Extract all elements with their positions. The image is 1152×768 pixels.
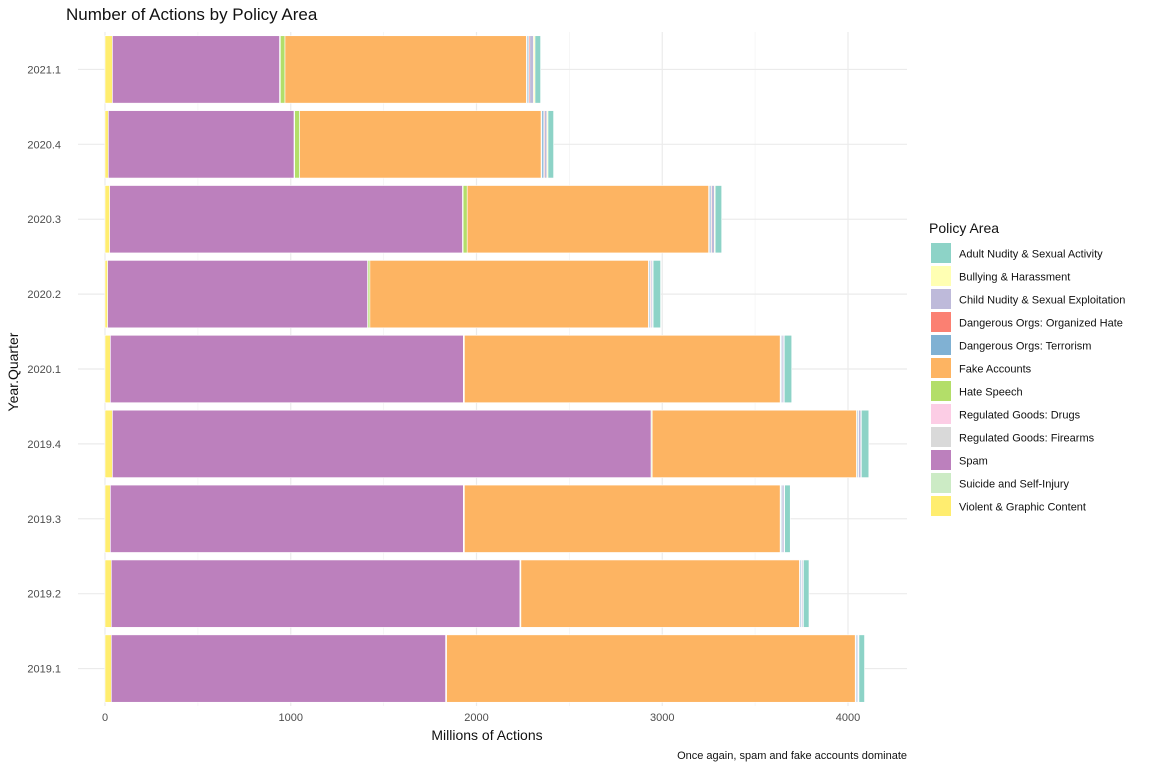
y-tick-label: 2019.1: [27, 664, 61, 676]
bar-segment-child-nudity-sexual-exploitation-2019-4: [858, 409, 862, 478]
legend-key-bullying-harassment: [931, 266, 951, 286]
bar-segment-spam-2019-4: [112, 409, 652, 478]
bar-segment-violent-graphic-content-2019-4: [104, 409, 113, 478]
bar-segment-adult-nudity-sexual-activity-2019-4: [861, 409, 870, 478]
legend-key-adult-nudity-sexual-activity: [931, 243, 951, 263]
bar-segment-adult-nudity-sexual-activity-2019-1: [858, 634, 865, 703]
bar-segment-violent-graphic-content-2020-1: [104, 334, 111, 403]
x-tick-label: 0: [102, 712, 108, 724]
legend: Adult Nudity & Sexual Activity Bullying &…: [931, 243, 1125, 516]
chart-title: Number of Actions by Policy Area: [66, 5, 318, 24]
y-tick-label: 2021.1: [27, 64, 61, 76]
legend-key-dangerous-orgs-organized-hate: [931, 312, 951, 332]
bar-segment-child-nudity-sexual-exploitation-2021-1: [529, 35, 534, 104]
legend-key-child-nudity-sexual-exploitation: [931, 289, 951, 309]
legend-label-dangerous-orgs-terrorism: Dangerous Orgs: Terrorism: [959, 341, 1091, 353]
bar-segment-child-nudity-sexual-exploitation-2020-4: [544, 110, 548, 179]
x-tick-label: 1000: [279, 712, 303, 724]
y-tick-label: 2020.1: [27, 364, 61, 376]
legend-label-spam: Spam: [959, 456, 988, 468]
x-tick-label: 3000: [650, 712, 674, 724]
bar-segment-fake-accounts-2019-3: [464, 484, 781, 553]
bar-segment-hate-speech-2020-4: [294, 110, 300, 179]
bar-segment-fake-accounts-2019-1: [446, 634, 856, 703]
bar-segment-fake-accounts-2019-2: [520, 559, 800, 628]
bar-segment-spam-2021-1: [112, 35, 280, 104]
bar-segment-fake-accounts-2020-4: [299, 110, 542, 179]
legend-label-fake-accounts: Fake Accounts: [959, 364, 1032, 376]
bar-segment-fake-accounts-2021-1: [284, 35, 527, 104]
legend-label-violent-graphic-content: Violent & Graphic Content: [959, 502, 1086, 514]
bar-segment-spam-2019-2: [111, 559, 521, 628]
bar-segment-child-nudity-sexual-exploitation-2020-3: [711, 185, 715, 254]
bar-segment-violent-graphic-content-2019-3: [104, 484, 111, 553]
bar-segment-spam-2020-3: [109, 185, 463, 254]
x-tick-labels: 0 1000 2000 3000 4000: [102, 712, 860, 724]
x-tick-label: 4000: [836, 712, 860, 724]
bar-segment-fake-accounts-2019-4: [651, 409, 857, 478]
legend-label-dangerous-orgs-organized-hate: Dangerous Orgs: Organized Hate: [959, 318, 1123, 330]
legend-label-hate-speech: Hate Speech: [959, 387, 1023, 399]
bar-segment-fake-accounts-2020-3: [466, 185, 709, 254]
legend-label-suicide-and-self-injury: Suicide and Self-Injury: [959, 479, 1070, 491]
legend-label-adult-nudity-sexual-activity: Adult Nudity & Sexual Activity: [959, 249, 1103, 261]
bar-segment-fake-accounts-2020-1: [464, 334, 781, 403]
legend-label-regulated-goods-drugs: Regulated Goods: Drugs: [959, 410, 1081, 422]
bar-segment-adult-nudity-sexual-activity-2020-1: [783, 334, 793, 403]
bar-segment-hate-speech-2020-3: [462, 185, 468, 254]
bar-segment-violent-graphic-content-2021-1: [104, 35, 113, 104]
bar-segment-spam-2019-3: [110, 484, 464, 553]
legend-label-regulated-goods-firearms: Regulated Goods: Firearms: [959, 433, 1095, 445]
bar-segment-child-nudity-sexual-exploitation-2019-3: [781, 484, 785, 553]
legend-key-spam: [931, 450, 951, 470]
bars-layer: [104, 35, 870, 703]
y-axis-title: Year.Quarter: [5, 332, 21, 411]
bar-segment-adult-nudity-sexual-activity-2020-2: [652, 260, 661, 329]
bar-segment-adult-nudity-sexual-activity-2019-3: [784, 484, 791, 553]
bar-segment-hate-speech-2021-1: [280, 35, 286, 104]
x-tick-label: 2000: [464, 712, 488, 724]
bar-segment-adult-nudity-sexual-activity-2021-1: [534, 35, 541, 104]
legend-key-fake-accounts: [931, 358, 951, 378]
legend-key-dangerous-orgs-terrorism: [931, 335, 951, 355]
bar-segment-violent-graphic-content-2020-4: [104, 110, 109, 179]
bar-segment-spam-2020-1: [110, 334, 464, 403]
legend-key-violent-graphic-content: [931, 496, 951, 516]
y-tick-label: 2020.3: [27, 214, 61, 226]
legend-key-hate-speech: [931, 381, 951, 401]
legend-title: Policy Area: [929, 220, 999, 236]
bar-segment-spam-2020-2: [107, 260, 368, 329]
legend-key-regulated-goods-drugs: [931, 404, 951, 424]
x-axis-title: Millions of Actions: [431, 727, 542, 743]
bar-segment-fake-accounts-2020-2: [369, 260, 649, 329]
y-tick-label: 2020.2: [27, 289, 61, 301]
bar-segment-adult-nudity-sexual-activity-2020-3: [714, 185, 722, 254]
y-tick-label: 2019.3: [27, 514, 61, 526]
legend-label-bullying-harassment: Bullying & Harassment: [959, 272, 1070, 284]
y-tick-label: 2019.2: [27, 589, 61, 601]
legend-label-child-nudity-sexual-exploitation: Child Nudity & Sexual Exploitation: [959, 295, 1125, 307]
bar-segment-adult-nudity-sexual-activity-2020-4: [547, 110, 554, 179]
legend-key-suicide-and-self-injury: [931, 473, 951, 493]
bar-segment-spam-2019-1: [111, 634, 446, 703]
bar-segment-spam-2020-4: [108, 110, 295, 179]
y-tick-label: 2020.4: [27, 139, 61, 151]
bar-segment-violent-graphic-content-2019-1: [104, 634, 112, 703]
chart-caption: Once again, spam and fake accounts domin…: [677, 750, 907, 762]
bar-segment-violent-graphic-content-2019-2: [104, 559, 112, 628]
bar-segment-adult-nudity-sexual-activity-2019-2: [803, 559, 810, 628]
bar-segment-violent-graphic-content-2020-2: [104, 260, 108, 329]
y-tick-labels: 2021.1 2020.4 2020.3 2020.2 2020.1 2019.4 2019…: [27, 64, 61, 675]
legend-key-regulated-goods-firearms: [931, 427, 951, 447]
bar-segment-violent-graphic-content-2020-3: [104, 185, 110, 254]
y-tick-label: 2019.4: [27, 439, 61, 451]
